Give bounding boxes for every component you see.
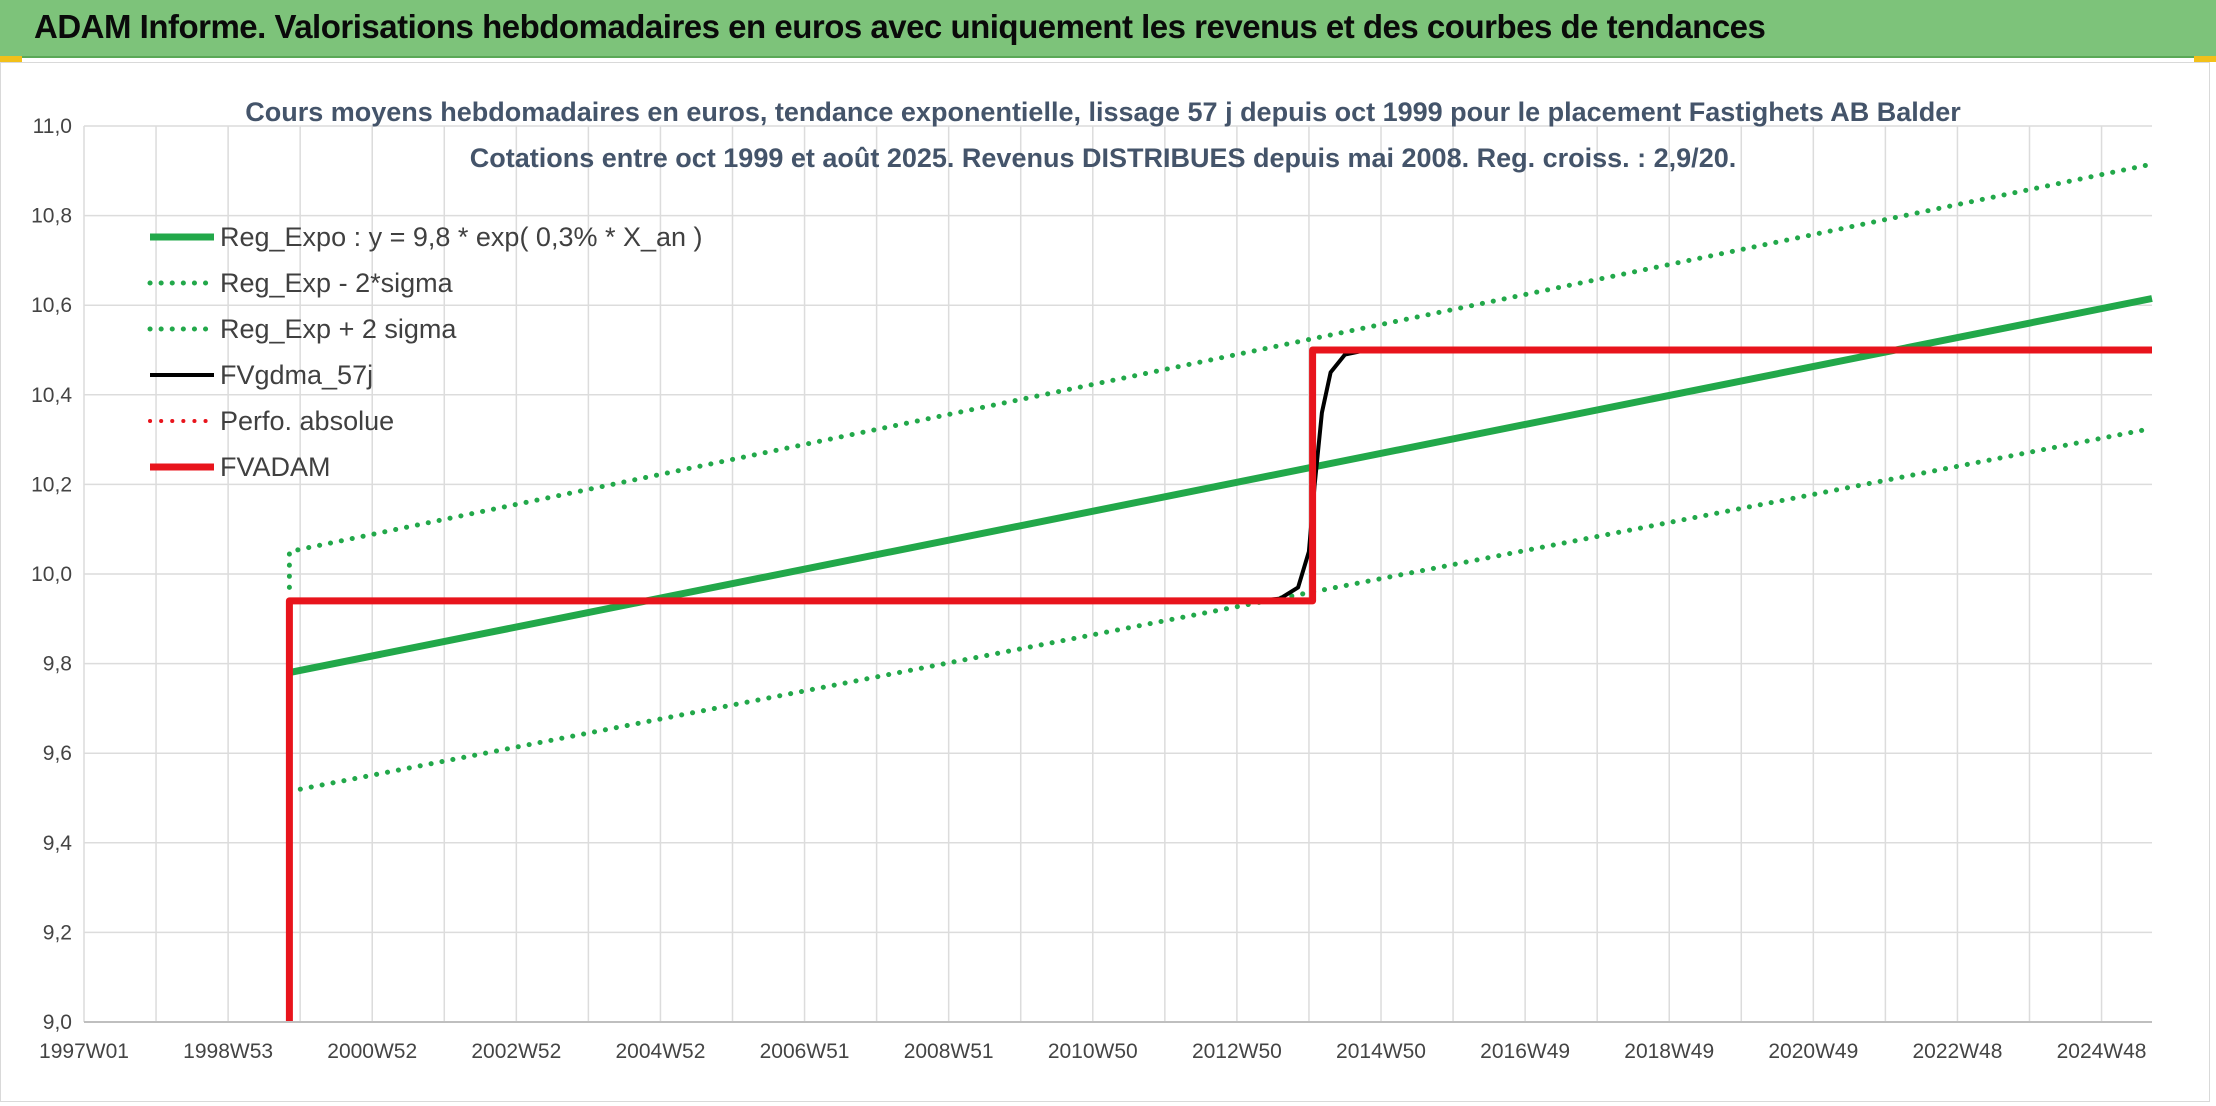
series-line-reg-exp-2-sigma (286, 161, 2155, 590)
chart-title: Cours moyens hebdomadaires en euros, ten… (245, 97, 1961, 127)
chart-subtitle: Cotations entre oct 1999 et août 2025. R… (470, 143, 1736, 173)
x-tick-label: 2002W52 (471, 1040, 561, 1063)
y-tick-label: 10,2 (31, 473, 72, 496)
y-tick-label: 10,4 (31, 384, 72, 407)
grid (83, 125, 2152, 1023)
x-tick-label: 2020W49 (1768, 1040, 1858, 1063)
legend: Reg_Expo : y = 9,8 * exp( 0,3% * X_an ) R… (147, 222, 703, 482)
x-tick-label: 2016W49 (1480, 1040, 1570, 1063)
legend-label-reg-expo-y-9-8-exp-0-3-x-an: Reg_Expo : y = 9,8 * exp( 0,3% * X_an ) (220, 222, 703, 252)
corner-marker-right (2194, 56, 2216, 62)
x-tick-label: 2000W52 (327, 1040, 417, 1063)
x-tick-label: 2010W50 (1048, 1040, 1138, 1063)
y-tick-label: 11,0 (33, 115, 72, 138)
x-tick-label: 2004W52 (615, 1040, 705, 1063)
series-line-reg-expo-y-9-8-exp-0-3-x-an (288, 295, 2153, 677)
plot-series (285, 161, 2155, 1022)
x-tick-label: 2018W49 (1624, 1040, 1714, 1063)
y-tick-label: 9,2 (43, 921, 72, 944)
corner-marker-left (0, 56, 22, 62)
y-tick-label: 9,0 (43, 1011, 72, 1034)
x-tick-label: 2022W48 (1912, 1040, 2002, 1063)
legend-label-reg-exp-2-sigma: Reg_Exp - 2*sigma (220, 268, 454, 298)
y-tick-label: 9,4 (43, 832, 73, 855)
legend-label-fvadam: FVADAM (220, 452, 331, 482)
legend-label-fvgdma-57j: FVgdma_57j (220, 360, 373, 390)
x-tick-label: 2008W51 (904, 1040, 994, 1063)
x-tick-label: 1997W01 (39, 1040, 129, 1063)
legend-label-perfo-absolue: Perfo. absolue (220, 406, 394, 436)
x-tick-label: 2014W50 (1336, 1040, 1426, 1063)
report-title: ADAM Informe. Valorisations hebdomadaire… (34, 8, 1766, 45)
y-tick-label: 10,6 (31, 294, 72, 317)
y-tick-label: 10,0 (31, 563, 72, 586)
x-tick-label: 1998W53 (183, 1040, 273, 1063)
y-tick-label: 9,6 (43, 742, 72, 765)
x-tick-label: 2024W48 (2057, 1040, 2147, 1063)
report-banner: ADAM Informe. Valorisations hebdomadaire… (0, 0, 2216, 58)
chart-frame (0, 62, 2210, 1102)
x-tick-label: 2012W50 (1192, 1040, 1282, 1063)
y-tick-label: 10,8 (31, 205, 72, 228)
series-line-fvadam (285, 346, 2152, 1022)
x-tick-label: 2006W51 (760, 1040, 850, 1063)
axes: 9,0 9,2 9,4 9,6 9,8 10,0 10,2 10,4 10,6 10,8 11,0 1… (31, 115, 2152, 1063)
y-tick-label: 9,8 (43, 653, 72, 676)
legend-label-reg-exp-2-sigma: Reg_Exp + 2 sigma (220, 314, 457, 344)
